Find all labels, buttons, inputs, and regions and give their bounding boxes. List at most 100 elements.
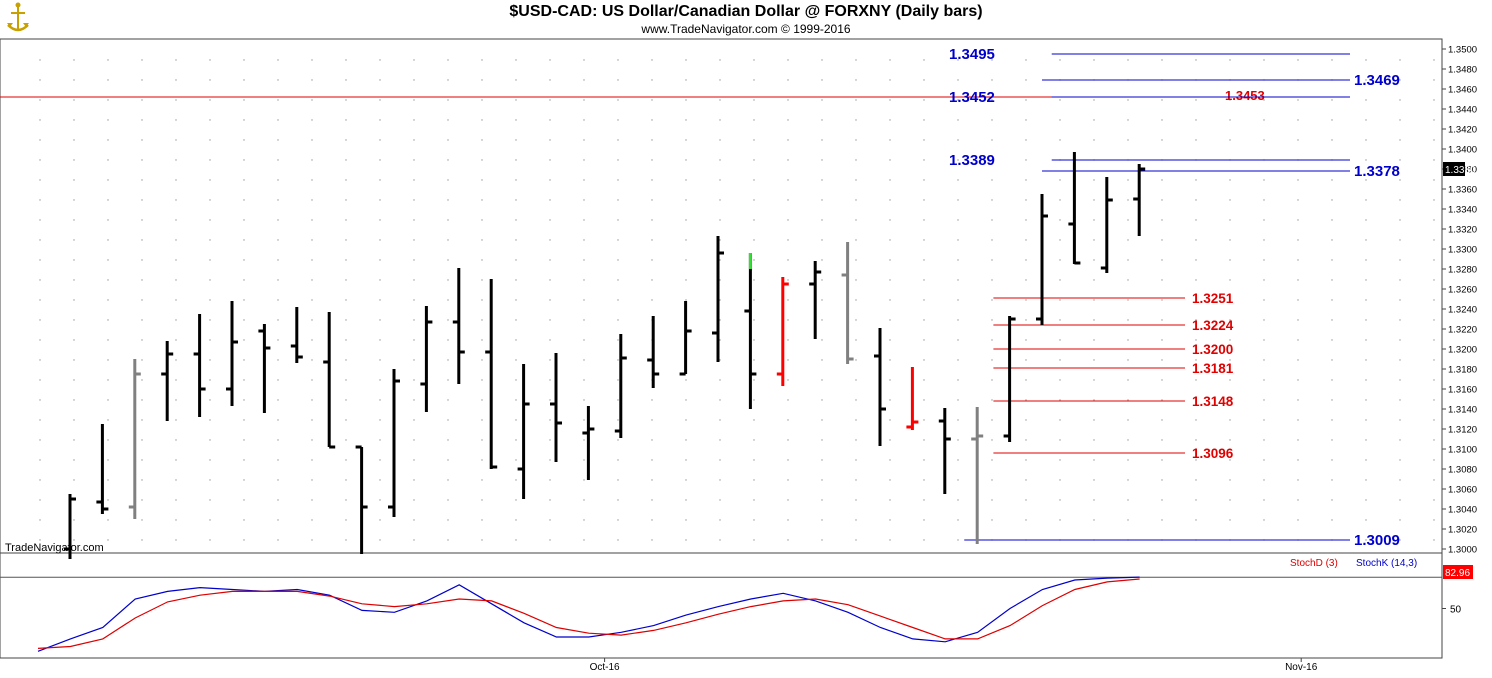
grid-dot — [243, 379, 245, 381]
grid-dot — [447, 199, 449, 201]
grid-dot — [821, 159, 823, 161]
grid-dot — [583, 219, 585, 221]
grid-dot — [719, 399, 721, 401]
grid-dot — [1025, 239, 1027, 241]
grid-dot — [719, 219, 721, 221]
grid-dot — [617, 259, 619, 261]
grid-dot — [923, 339, 925, 341]
grid-dot — [209, 119, 211, 121]
grid-dot — [311, 239, 313, 241]
grid-dot — [957, 379, 959, 381]
grid-dot — [1229, 119, 1231, 121]
resistance-level-label: 1.3378 — [1354, 163, 1400, 180]
grid-dot — [855, 359, 857, 361]
grid-dot — [243, 479, 245, 481]
grid-dot — [175, 439, 177, 441]
grid-dot — [1297, 139, 1299, 141]
grid-dot — [651, 119, 653, 121]
grid-dot — [821, 459, 823, 461]
grid-dot — [617, 299, 619, 301]
grid-dot — [1195, 179, 1197, 181]
grid-dot — [73, 539, 75, 541]
grid-dot — [787, 199, 789, 201]
grid-dot — [515, 99, 517, 101]
grid-dot — [583, 499, 585, 501]
grid-dot — [855, 499, 857, 501]
grid-dot — [1093, 179, 1095, 181]
grid-dot — [957, 139, 959, 141]
grid-dot — [447, 279, 449, 281]
grid-dot — [141, 519, 143, 521]
grid-dot — [651, 499, 653, 501]
ohlc-bar — [776, 277, 789, 386]
grid-dot — [39, 319, 41, 321]
grid-dot — [1127, 319, 1129, 321]
grid-dot — [1297, 479, 1299, 481]
grid-dot — [515, 139, 517, 141]
y-tick-label: 1.3000 — [1448, 545, 1477, 556]
ohlc-bar — [938, 408, 951, 494]
grid-dot — [107, 399, 109, 401]
grid-dot — [923, 419, 925, 421]
grid-dot — [209, 359, 211, 361]
grid-dot — [889, 419, 891, 421]
grid-dot — [379, 239, 381, 241]
grid-dot — [1059, 139, 1061, 141]
grid-dot — [923, 399, 925, 401]
grid-dot — [991, 79, 993, 81]
grid-dot — [515, 479, 517, 481]
grid-dot — [583, 379, 585, 381]
y-tick-label: 1.3220 — [1448, 325, 1477, 336]
grid-dot — [549, 199, 551, 201]
ohlc-bar — [128, 359, 141, 519]
grid-dot — [991, 419, 993, 421]
grid-dot — [515, 199, 517, 201]
grid-dot — [107, 539, 109, 541]
grid-dot — [753, 179, 755, 181]
grid-dot — [243, 159, 245, 161]
grid-dot — [1059, 379, 1061, 381]
grid-dot — [1195, 299, 1197, 301]
grid-dot — [1025, 79, 1027, 81]
grid-dot — [957, 339, 959, 341]
grid-dot — [923, 299, 925, 301]
grid-dot — [1433, 219, 1435, 221]
grid-dot — [39, 459, 41, 461]
grid-dot — [719, 179, 721, 181]
grid-dot — [1331, 399, 1333, 401]
grid-dot — [549, 359, 551, 361]
stochastic-layer: 50 — [0, 576, 1462, 652]
grid-dot — [1195, 519, 1197, 521]
grid-dot — [651, 279, 653, 281]
grid-dot — [447, 179, 449, 181]
grid-dot — [73, 339, 75, 341]
grid-dot — [107, 259, 109, 261]
grid-dot — [379, 219, 381, 221]
grid-dot — [583, 519, 585, 521]
grid-dot — [651, 399, 653, 401]
grid-dot — [889, 219, 891, 221]
grid-dot — [753, 59, 755, 61]
grid-dot — [413, 199, 415, 201]
grid-dot — [175, 239, 177, 241]
grid-dot — [719, 279, 721, 281]
grid-dot — [753, 299, 755, 301]
grid-dot — [651, 299, 653, 301]
grid-dot — [175, 59, 177, 61]
grid-dot — [1025, 179, 1027, 181]
grid-dot — [991, 219, 993, 221]
grid-dot — [753, 199, 755, 201]
grid-dot — [1365, 239, 1367, 241]
grid-dot — [821, 139, 823, 141]
grid-dot — [379, 459, 381, 461]
grid-dot — [175, 499, 177, 501]
grid-dot — [1399, 319, 1401, 321]
grid-dot — [787, 299, 789, 301]
grid-dot — [1229, 379, 1231, 381]
grid-dot — [277, 519, 279, 521]
grid-dot — [991, 339, 993, 341]
grid-dot — [39, 359, 41, 361]
grid-dot — [175, 319, 177, 321]
ohlc-bar — [1068, 152, 1081, 265]
